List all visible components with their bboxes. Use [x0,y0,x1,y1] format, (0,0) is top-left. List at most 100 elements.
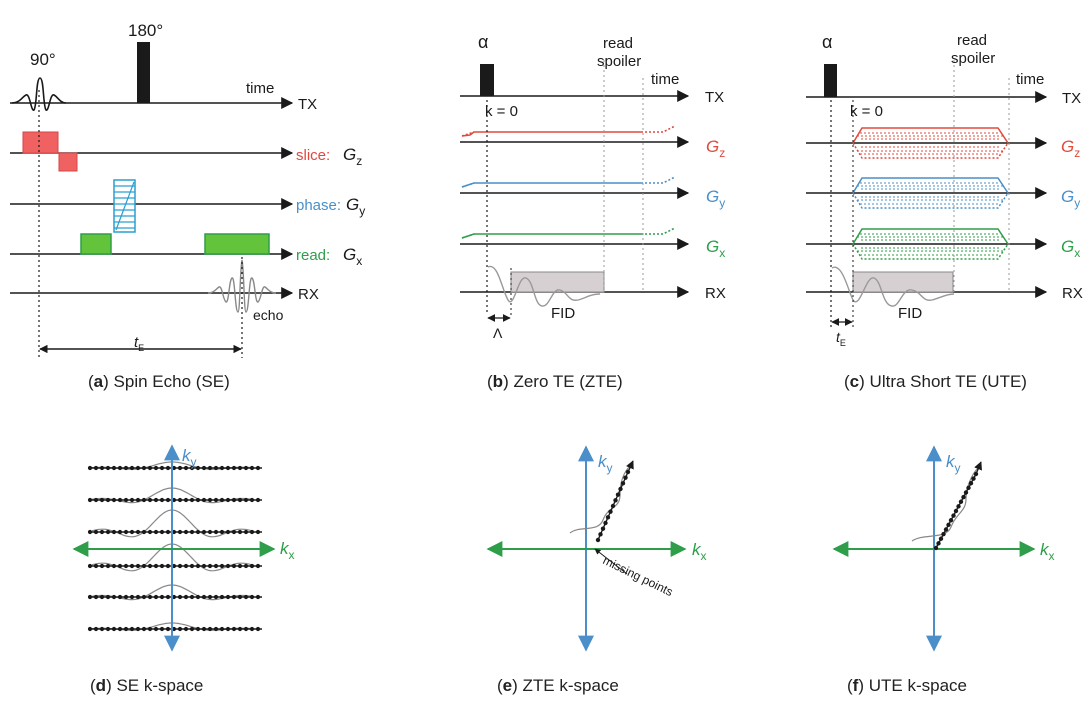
sample-point [147,465,153,471]
label-k0: k = 0 [485,103,518,120]
sample-point [87,563,93,569]
label-180: 180° [128,21,163,40]
radial-spoke [595,469,631,543]
sample-point [183,529,189,535]
sample-point [207,594,213,600]
sample-point [135,594,141,600]
sample-point [243,465,249,471]
sample-point [93,497,99,503]
sample-point [243,529,249,535]
sample-point [249,594,255,600]
sample-point [615,492,621,497]
sample-point [165,594,171,600]
sample-point [219,465,225,471]
sample-point [225,465,231,471]
sample-point [99,626,105,632]
caption-e: (e) ZTE k-space [497,676,619,695]
sample-point [111,529,117,535]
fid-profile [911,467,979,542]
sample-point [147,497,153,503]
sample-point [153,465,159,471]
sample-point [105,529,111,535]
sample-point [141,497,147,503]
sample-point [255,465,261,471]
label-ky: ky [598,452,613,475]
label-delta: Λ [493,325,503,341]
gy-gradient [461,182,641,188]
sample-point [613,498,618,503]
sample-point [129,563,135,569]
sample-point [225,594,231,600]
sample-point [99,594,105,600]
sample-point [99,497,105,503]
phase-encode-steps [114,181,135,231]
label-fid: FID [898,305,922,322]
sample-point [219,529,225,535]
sample-point [183,465,189,471]
sample-point [231,626,237,632]
sample-point [941,531,946,537]
sample-point [111,563,117,569]
caption-a: (a) Spin Echo (SE) [88,372,230,391]
label-ky: ky [182,446,197,469]
sample-point [237,626,243,632]
sample-point [87,497,93,503]
sample-point [237,563,243,569]
sample-point [105,465,111,471]
sample-point [141,594,147,600]
sample-point [93,563,99,569]
label-gz: Gz [343,145,362,168]
sample-point [135,529,141,535]
label-rx: RX [705,285,726,302]
sample-point [968,481,974,486]
sample-point [177,465,183,471]
label-kx: kx [1040,540,1055,563]
sample-point [87,594,93,600]
sample-point [129,497,135,503]
sample-point [958,499,964,504]
sample-point [933,545,939,551]
sample-point [123,529,129,535]
sample-point [153,626,159,632]
sample-point [159,465,165,471]
sample-point [255,497,261,503]
panel-d-se-kspace: ky kx [72,444,295,652]
sample-point [147,529,153,535]
label-te: tE [134,334,144,353]
label-time: time [651,71,679,88]
sample-point [183,594,189,600]
acquisition-window [510,271,605,293]
sample-point [195,497,201,503]
sample-point [105,594,111,600]
label-kx: kx [692,540,707,563]
sample-point [159,497,165,503]
fid-profile [569,465,631,534]
sample-point [225,563,231,569]
sample-point [943,527,949,532]
sample-point [231,563,237,569]
sample-point [608,509,613,514]
sample-point [123,465,129,471]
sample-point [147,594,153,600]
caption-b: (b) Zero TE (ZTE) [487,372,623,391]
sample-point [129,465,135,471]
label-gy: Gy [706,187,725,210]
label-gz: Gz [1061,137,1080,160]
sample-point [231,594,237,600]
sample-point [237,529,243,535]
echo-signal [207,259,277,313]
sample-point [123,626,129,632]
sample-point [117,529,123,535]
sample-point [623,475,628,480]
sample-point [243,626,249,632]
sample-point [147,563,153,569]
sample-point [117,626,123,632]
label-alpha: α [478,32,488,52]
label-gx: Gx [1061,237,1080,260]
sample-point [99,465,105,471]
gy-gradient [852,177,1009,209]
sample-point [971,476,976,481]
sample-point [255,529,261,535]
rf-alpha-pulse [824,64,837,97]
